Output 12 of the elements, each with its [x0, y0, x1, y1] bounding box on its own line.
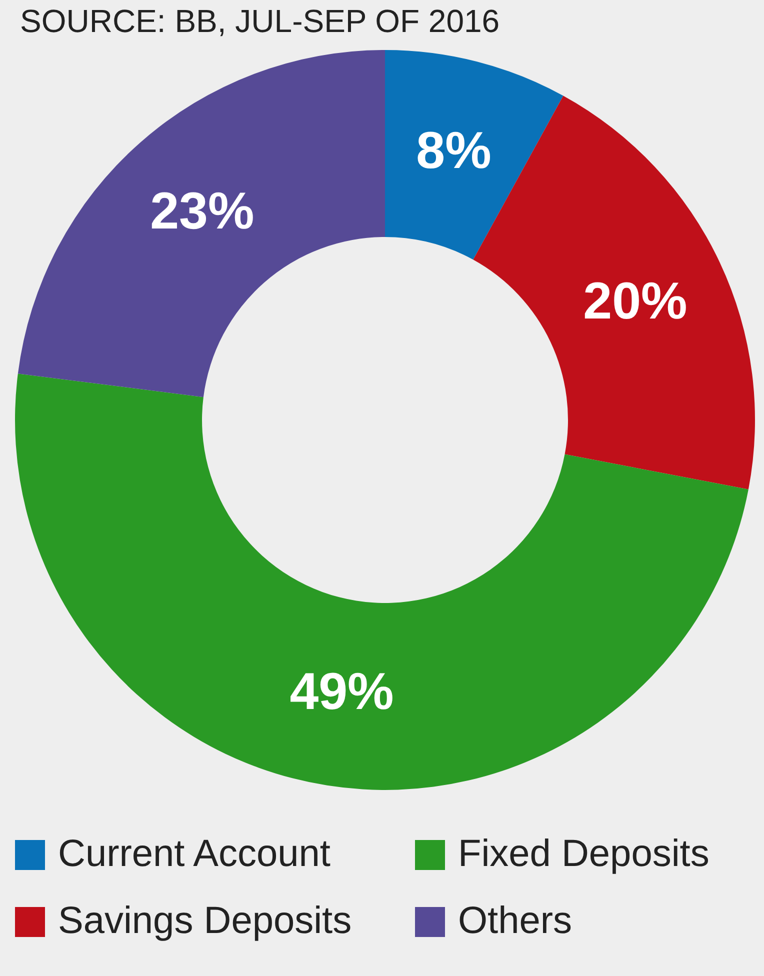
data-label: 23%	[150, 182, 254, 241]
donut-slice	[15, 374, 748, 790]
legend-label: Fixed Deposits	[458, 833, 710, 875]
legend-label: Current Account	[58, 833, 331, 875]
legend-label: Others	[458, 900, 572, 942]
data-label: 49%	[290, 663, 394, 722]
source-note: SOURCE: BB, JUL-SEP OF 2016	[20, 3, 500, 39]
donut-slice	[18, 50, 385, 398]
data-label: 20%	[583, 272, 688, 330]
legend-label: Savings Deposits	[58, 900, 352, 942]
data-label: 8%	[416, 122, 492, 180]
donut-slice	[385, 50, 564, 260]
